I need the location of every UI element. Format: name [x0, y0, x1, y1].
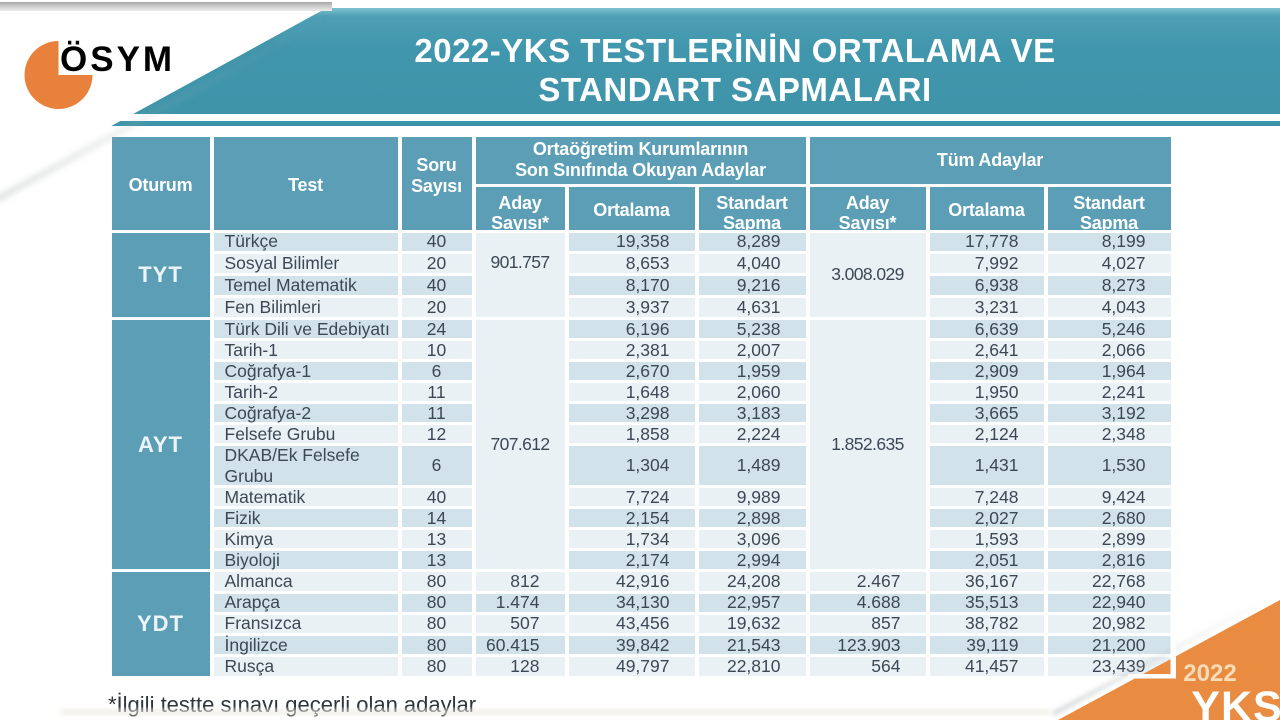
svg-text:YKS: YKS — [1191, 683, 1280, 720]
svg-text:2022: 2022 — [1183, 660, 1236, 687]
